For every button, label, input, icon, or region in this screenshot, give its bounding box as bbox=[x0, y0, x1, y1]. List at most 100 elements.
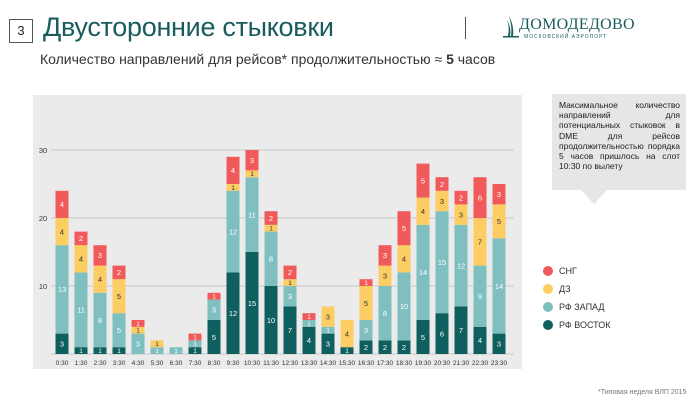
legend-swatch-sng bbox=[543, 266, 553, 276]
bar-segment-sng-4 bbox=[131, 320, 145, 327]
data-label-rf_vostok-7: 1 bbox=[193, 348, 197, 355]
subtitle-prefix: Количество направлений для рейсов* продо… bbox=[40, 51, 447, 67]
data-label-rf_zapad-17: 8 bbox=[383, 309, 387, 318]
bar-segment-dz-19 bbox=[416, 197, 430, 225]
data-label-sng-3: 2 bbox=[117, 268, 121, 277]
callout-text: Максимальное количество направлений для … bbox=[559, 100, 680, 172]
bar-segment-sng-2 bbox=[93, 245, 107, 266]
bar-segment-dz-21 bbox=[454, 204, 468, 225]
data-label-dz-16: 5 bbox=[364, 299, 368, 308]
data-label-rf_vostok-3: 1 bbox=[117, 348, 121, 355]
callout-box bbox=[552, 94, 686, 190]
bar-segment-sng-17 bbox=[378, 245, 392, 266]
data-label-rf_zapad-18: 10 bbox=[400, 302, 408, 311]
bar-segment-rf_vostok-3 bbox=[112, 347, 126, 354]
data-label-rf_vostok-11: 10 bbox=[267, 316, 275, 325]
data-label-sng-4: 1 bbox=[136, 321, 140, 328]
subtitle-suffix: часов bbox=[453, 51, 496, 67]
legend-item-dz: ДЗ bbox=[543, 280, 611, 298]
bar-segment-sng-9 bbox=[226, 156, 240, 184]
bar-segment-rf_vostok-0 bbox=[55, 333, 69, 354]
bar-segment-rf_zapad-21 bbox=[454, 224, 468, 307]
data-label-rf_zapad-13: 1 bbox=[307, 321, 311, 328]
domodedovo-logo bbox=[503, 16, 519, 38]
data-label-dz-20: 3 bbox=[440, 197, 444, 206]
data-label-dz-12: 1 bbox=[288, 280, 292, 287]
data-label-rf_vostok-13: 4 bbox=[307, 336, 311, 345]
data-label-rf_vostok-1: 1 bbox=[79, 348, 83, 355]
page-title: Двусторонние стыковки bbox=[43, 12, 334, 42]
x-tick-label-18: 18:30 bbox=[396, 360, 413, 367]
bar-segment-rf_zapad-20 bbox=[435, 211, 449, 314]
bar-segment-sng-3 bbox=[112, 265, 126, 280]
bar-segment-dz-16 bbox=[359, 286, 373, 320]
data-label-rf_vostok-16: 2 bbox=[364, 343, 368, 352]
bar-segment-sng-21 bbox=[454, 190, 468, 205]
x-tick-label-10: 10:30 bbox=[244, 360, 261, 367]
bar-segment-rf_vostok-2 bbox=[93, 347, 107, 354]
data-label-rf_vostok-0: 3 bbox=[60, 340, 64, 349]
bar-segment-rf_zapad-0 bbox=[55, 245, 69, 334]
bar-segment-rf_zapad-4 bbox=[131, 333, 145, 354]
data-label-sng-20: 2 bbox=[440, 180, 444, 189]
logo-tagline: МОСКОВСКИЙ АЭРОПОРТ bbox=[524, 34, 608, 40]
data-label-rf_zapad-19: 14 bbox=[419, 268, 427, 277]
data-label-rf_zapad-21: 12 bbox=[457, 261, 465, 270]
bar-segment-rf_vostok-20 bbox=[435, 313, 449, 354]
y-tick-label-30: 30 bbox=[39, 146, 47, 155]
data-label-rf_zapad-5: 1 bbox=[155, 348, 159, 355]
legend-label-rf-zapad: РФ ЗАПАД bbox=[559, 302, 605, 312]
data-label-sng-13: 1 bbox=[307, 314, 311, 321]
bar-segment-rf_vostok-14 bbox=[321, 333, 335, 354]
y-tick-label-20: 20 bbox=[39, 214, 47, 223]
bar-segment-dz-18 bbox=[397, 245, 411, 273]
y-tick-label-10: 10 bbox=[39, 282, 47, 291]
data-label-rf_zapad-16: 3 bbox=[364, 326, 368, 335]
data-label-rf_zapad-3: 5 bbox=[117, 326, 121, 335]
data-label-rf_zapad-0: 13 bbox=[58, 285, 66, 294]
bar-segment-dz-22 bbox=[473, 218, 487, 266]
bar-segment-rf_zapad-22 bbox=[473, 265, 487, 327]
bar-segment-rf_vostok-8 bbox=[207, 320, 221, 354]
x-tick-label-5: 5:30 bbox=[151, 360, 164, 367]
legend-label-sng: СНГ bbox=[559, 266, 577, 276]
data-label-dz-11: 1 bbox=[269, 226, 273, 233]
x-tick-label-2: 2:30 bbox=[94, 360, 107, 367]
data-label-rf_zapad-14: 1 bbox=[326, 328, 330, 335]
subtitle-hours: 5 bbox=[446, 51, 454, 67]
bar-segment-dz-14 bbox=[321, 306, 335, 327]
bar-segment-rf_zapad-17 bbox=[378, 286, 392, 341]
bar-segment-rf_vostok-23 bbox=[492, 333, 506, 354]
bar-segment-sng-7 bbox=[188, 333, 202, 341]
bar-segment-dz-1 bbox=[74, 245, 88, 273]
data-label-dz-3: 5 bbox=[117, 292, 121, 301]
bar-segment-sng-13 bbox=[302, 313, 316, 320]
bar-segment-dz-15 bbox=[340, 320, 354, 348]
data-label-dz-19: 4 bbox=[421, 207, 425, 216]
data-label-dz-22: 7 bbox=[478, 238, 482, 247]
bar-segment-dz-0 bbox=[55, 218, 69, 246]
stacked-bar-chart: 102030313440:30111421:3018432:3015523:30… bbox=[39, 146, 514, 367]
bar-segment-rf_zapad-2 bbox=[93, 292, 107, 348]
data-label-rf_vostok-23: 3 bbox=[497, 340, 501, 349]
bar-segment-rf_vostok-18 bbox=[397, 340, 411, 354]
bar-segment-sng-0 bbox=[55, 190, 69, 218]
bar-segment-rf_vostok-10 bbox=[245, 252, 259, 354]
data-label-rf_zapad-4: 3 bbox=[136, 340, 140, 349]
bar-segment-rf_zapad-1 bbox=[74, 272, 88, 348]
data-label-rf_zapad-11: 8 bbox=[269, 255, 273, 264]
bar-segment-rf_vostok-21 bbox=[454, 306, 468, 354]
data-label-dz-0: 4 bbox=[60, 227, 64, 236]
data-label-dz-10: 1 bbox=[250, 171, 254, 178]
data-label-rf_zapad-1: 11 bbox=[77, 306, 85, 315]
bar-segment-dz-10 bbox=[245, 170, 259, 178]
bar-segment-sng-16 bbox=[359, 279, 373, 286]
x-tick-label-9: 9:30 bbox=[227, 360, 240, 367]
x-tick-label-1: 1:30 bbox=[75, 360, 88, 367]
data-label-sng-23: 3 bbox=[497, 190, 501, 199]
x-tick-label-15: 15:30 bbox=[339, 360, 356, 367]
bar-segment-rf_zapad-10 bbox=[245, 177, 259, 252]
data-label-rf_vostok-12: 7 bbox=[288, 326, 292, 335]
data-label-rf_vostok-10: 15 bbox=[248, 299, 256, 308]
data-label-dz-9: 1 bbox=[231, 185, 235, 192]
